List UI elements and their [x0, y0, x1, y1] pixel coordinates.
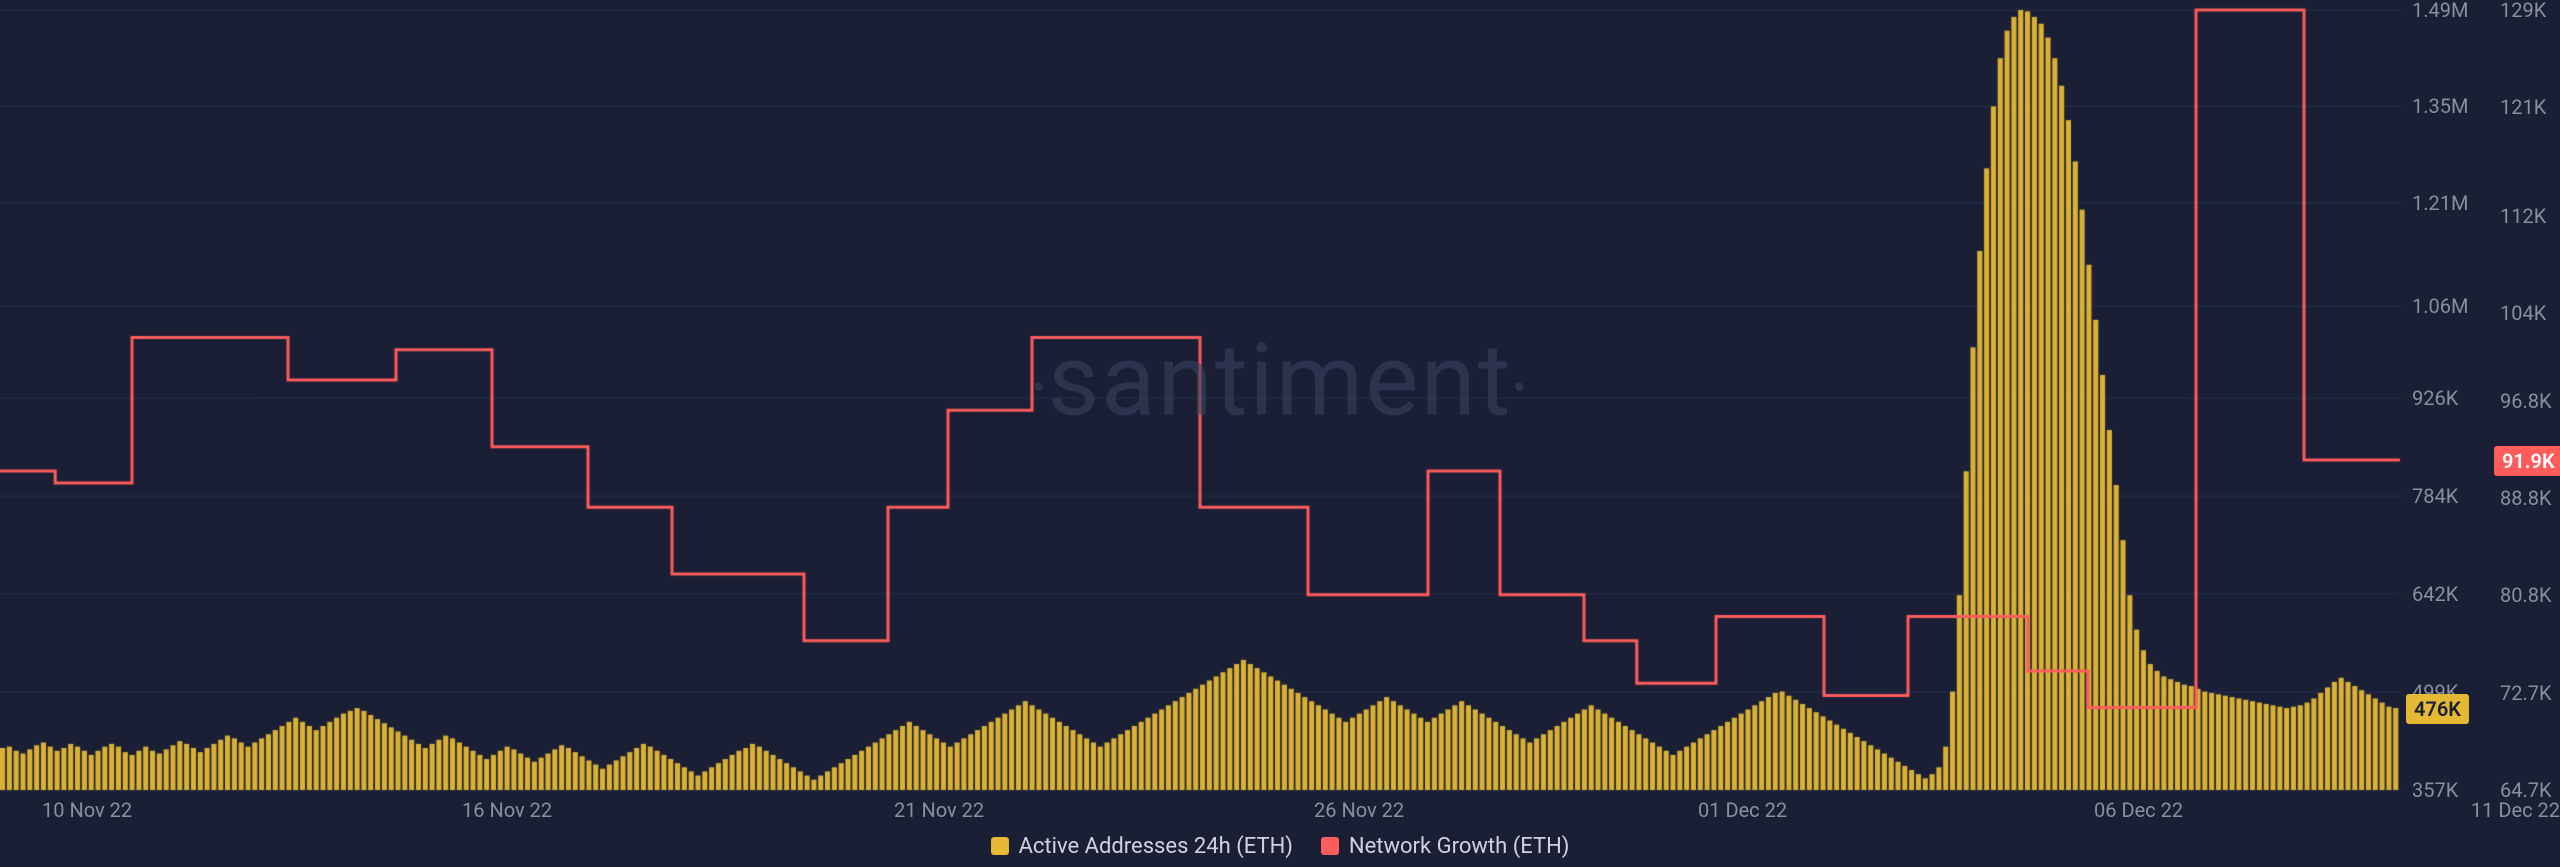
x-tick-label: 06 Dec 22 — [2094, 798, 2183, 822]
legend-item: Active Addresses 24h (ETH) — [991, 834, 1293, 859]
x-tick-label: 16 Nov 22 — [462, 798, 552, 822]
chart-legend: Active Addresses 24h (ETH) Network Growth… — [0, 834, 2560, 862]
x-tick-label: 26 Nov 22 — [1314, 798, 1404, 822]
y-right-tick-label: 121K — [2500, 95, 2546, 119]
y-left-tick-label: 1.35M — [2412, 94, 2468, 118]
y-right-tick-label: 88.8K — [2500, 486, 2552, 510]
y-left-tick-label: 1.21M — [2412, 191, 2468, 215]
active-addresses-current-value: 476K — [2406, 694, 2469, 724]
x-tick-label: 01 Dec 22 — [1698, 798, 1787, 822]
legend-item: Network Growth (ETH) — [1321, 834, 1570, 859]
legend-label: Active Addresses 24h (ETH) — [1019, 834, 1293, 859]
y-right-tick-label: 104K — [2500, 301, 2546, 325]
x-tick-label: 10 Nov 22 — [42, 798, 132, 822]
x-tick-label: 11 Dec 22 — [2471, 798, 2560, 822]
network-growth-current-value: 91.9K — [2494, 446, 2560, 476]
y-left-tick-label: 1.49M — [2412, 0, 2468, 22]
y-left-tick-label: 357K — [2412, 778, 2458, 802]
y-left-tick-label: 926K — [2412, 386, 2458, 410]
y-right-tick-label: 96.8K — [2500, 389, 2552, 413]
x-tick-label: 21 Nov 22 — [894, 798, 984, 822]
y-right-tick-label: 129K — [2500, 0, 2546, 22]
legend-swatch — [991, 837, 1009, 855]
y-right-tick-label: 80.8K — [2500, 583, 2552, 607]
y-right-tick-label: 72.7K — [2500, 681, 2552, 705]
y-right-tick-label: 112K — [2500, 204, 2546, 228]
y-left-tick-label: 642K — [2412, 582, 2458, 606]
y-left-tick-label: 1.06M — [2412, 294, 2468, 318]
legend-label: Network Growth (ETH) — [1349, 834, 1570, 859]
chart-canvas — [0, 0, 2560, 867]
legend-swatch — [1321, 837, 1339, 855]
y-left-tick-label: 784K — [2412, 484, 2458, 508]
